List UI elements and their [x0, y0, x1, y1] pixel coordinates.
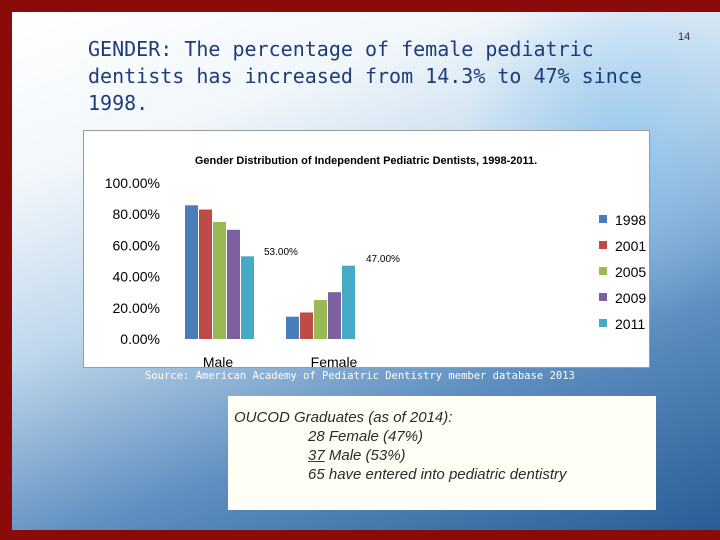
source-note: Source: American Academy of Pediatric De…: [145, 370, 575, 382]
bar-2005-female: [314, 300, 327, 339]
y-tick-label: 60.00%: [113, 237, 160, 253]
chart-svg: Gender Distribution of Independent Pedia…: [105, 155, 647, 367]
legend-swatch-2011: [599, 319, 607, 327]
bar-2005-male: [213, 222, 226, 339]
data-label-male-2011: 53.00%: [264, 247, 298, 258]
y-tick-label: 40.00%: [113, 269, 160, 285]
x-category-label: Male: [203, 354, 234, 367]
note-male-text: Male (53%): [324, 447, 406, 464]
note-female: 28 Female (47%): [308, 428, 424, 445]
page-number: 14: [678, 31, 691, 43]
bar-2009-female: [328, 292, 341, 339]
y-tick-label: 20.00%: [113, 300, 160, 316]
bar-2009-male: [227, 229, 240, 339]
y-tick-label: 100.00%: [105, 175, 160, 191]
legend-swatch-2001: [599, 241, 607, 249]
bar-1998-male: [185, 205, 198, 339]
y-tick-label: 0.00%: [120, 331, 160, 347]
note-male-count: 37: [308, 447, 325, 464]
gender-chart: Gender Distribution of Independent Pedia…: [83, 130, 650, 368]
bar-2001-male: [199, 209, 212, 339]
legend-swatch-2009: [599, 293, 607, 301]
note-heading: OUCOD Graduates (as of 2014):: [234, 409, 453, 426]
data-label-female-2011: 47.00%: [366, 254, 400, 265]
bar-1998-female: [286, 316, 299, 339]
bar-2011-female: [342, 265, 355, 339]
bar-2001-female: [300, 312, 313, 339]
legend-label-2011: 2011: [615, 316, 645, 332]
bar-2011-male: [241, 256, 254, 339]
legend-label-1998: 1998: [615, 212, 646, 228]
legend-label-2009: 2009: [615, 290, 646, 306]
slide: GENDER: The percentage of female pediatr…: [12, 12, 720, 530]
legend-label-2005: 2005: [615, 264, 646, 280]
y-tick-label: 80.00%: [113, 206, 160, 222]
note-male: 37 Male (53%): [308, 446, 406, 465]
chart-title: Gender Distribution of Independent Pedia…: [195, 155, 537, 167]
legend-swatch-1998: [599, 215, 607, 223]
note-total: 65 have entered into pediatric dentistry: [308, 466, 567, 483]
graduates-note: OUCOD Graduates (as of 2014): 28 Female …: [228, 396, 656, 510]
slide-title: GENDER: The percentage of female pediatr…: [88, 37, 642, 115]
x-category-label: Female: [311, 354, 358, 367]
legend-label-2001: 2001: [615, 238, 646, 254]
legend-swatch-2005: [599, 267, 607, 275]
